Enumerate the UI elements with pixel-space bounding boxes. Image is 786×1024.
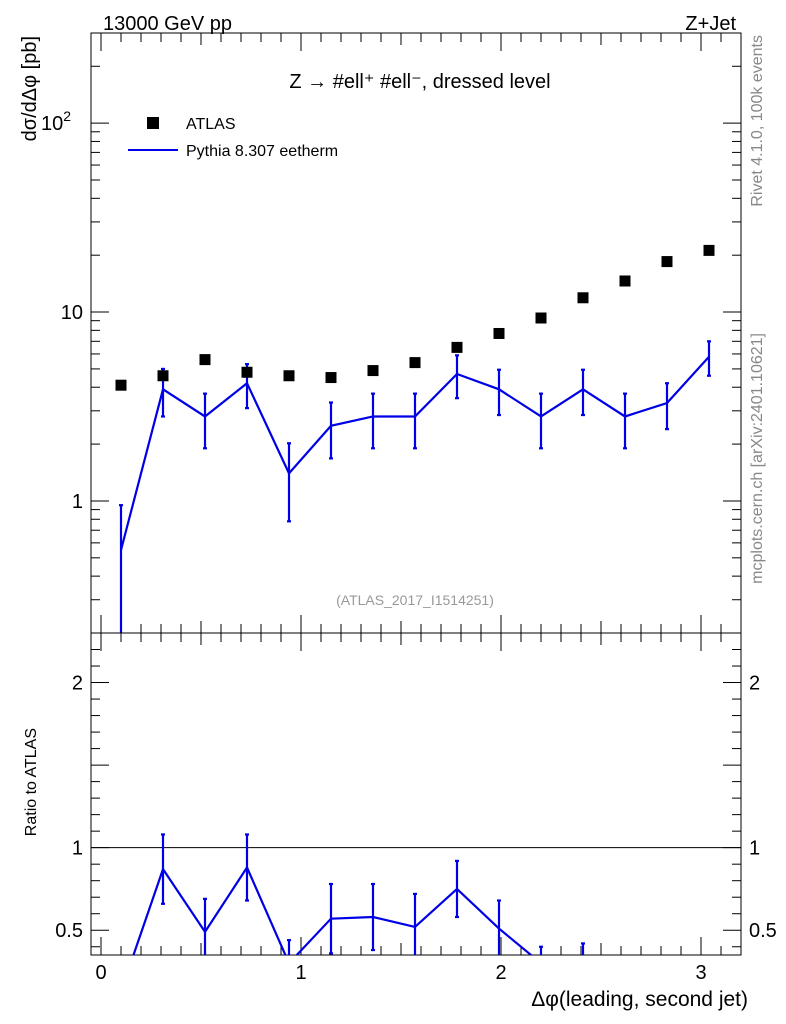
main-y-tick-label: 1 (72, 491, 83, 513)
legend-marker-atlas (147, 117, 159, 129)
ratio-y-tick-label-right: 1 (749, 838, 760, 860)
main-y-tick-label: 102 (41, 108, 71, 135)
data-point (493, 327, 505, 339)
data-point (241, 366, 253, 378)
data-point (409, 357, 421, 369)
x-tick-label: 0 (95, 962, 106, 984)
data-point (661, 256, 673, 268)
side-rivet-label: Rivet 4.1.0, 100k events (749, 35, 766, 207)
data-point (325, 372, 337, 384)
main-y-axis-label: dσ/dΔφ [pb] (19, 36, 41, 141)
ratio-series (132, 833, 585, 955)
ratio-y-tick-label-right: 2 (749, 673, 760, 695)
data-point (535, 312, 547, 324)
mc-series (119, 340, 711, 633)
data-point (157, 370, 169, 382)
ratio-y-tick-label: 0.5 (55, 920, 83, 942)
main-panel: 1 10 102 (41, 32, 742, 634)
analysis-watermark: (ATLAS_2017_I1514251) (336, 592, 494, 608)
ratio-y-tick-label-right: 0.5 (749, 920, 777, 942)
ratio-y-tick-label: 1 (72, 838, 83, 860)
x-axis-label: Δφ(leading, second jet) (531, 988, 748, 1011)
main-plot-title: Z → #ell⁺ #ell⁻, dressed level (289, 71, 550, 93)
data-point (283, 370, 295, 382)
x-tick-label: 2 (495, 962, 506, 984)
main-axis-ticks: 1 10 102 (41, 32, 742, 634)
side-mcplots-label: mcplots.cern.ch [arXiv:2401.10621] (749, 333, 766, 584)
mc-line (119, 355, 710, 551)
data-point (619, 275, 631, 287)
data-point (577, 292, 589, 304)
main-y-tick-label-exp: 2 (63, 108, 71, 124)
x-tick-label: 3 (695, 962, 706, 984)
data-point (451, 341, 463, 353)
data-point (367, 365, 379, 377)
ratio-y-axis-label: Ratio to ATLAS (23, 728, 40, 836)
data-point (703, 244, 715, 256)
header-left: 13000 GeV pp (103, 13, 232, 35)
legend-label-atlas: ATLAS (186, 116, 236, 133)
main-y-tick-label: 10 (61, 302, 83, 324)
ratio-panel: 0.5 0.5 1 1 2 2 0 1 2 3 (55, 632, 777, 984)
data-series (115, 244, 715, 391)
x-tick-label: 1 (295, 962, 306, 984)
data-point (199, 354, 211, 366)
legend: ATLAS Pythia 8.307 eetherm (128, 116, 338, 160)
data-point (115, 379, 127, 391)
header-right: Z+Jet (685, 13, 736, 35)
ratio-y-tick-label: 2 (72, 673, 83, 695)
ratio-axis-ticks: 0.5 0.5 1 1 2 2 0 1 2 3 (55, 633, 777, 984)
legend-label-pythia: Pythia 8.307 eetherm (186, 143, 338, 160)
